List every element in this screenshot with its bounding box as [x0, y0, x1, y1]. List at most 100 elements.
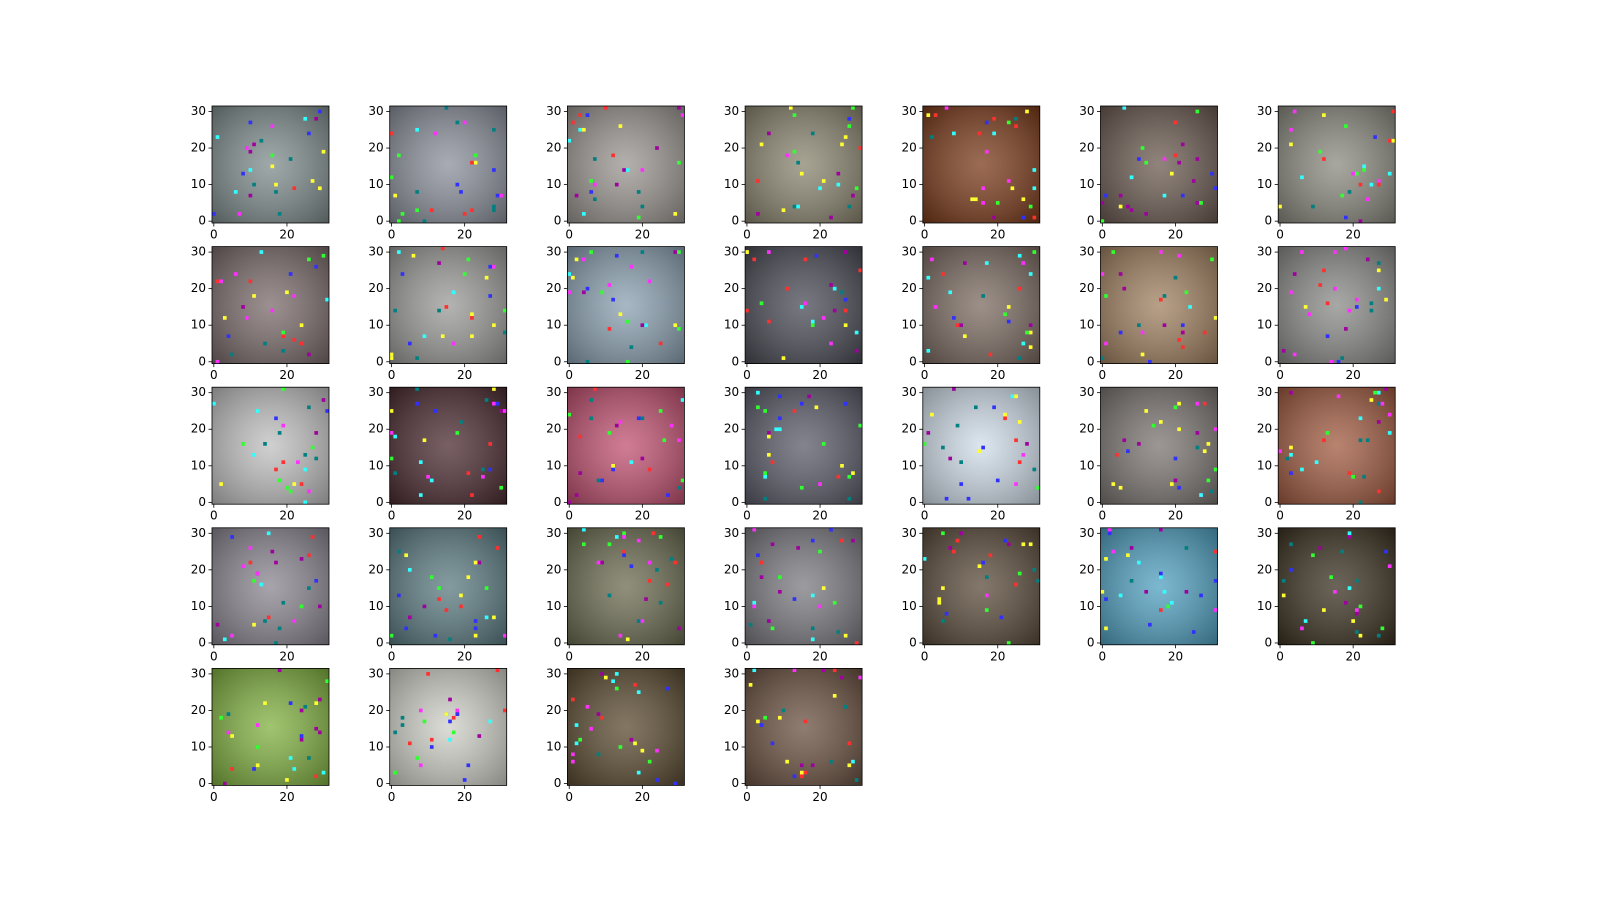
noise-pixel [400, 212, 405, 216]
noise-pixel [1014, 124, 1018, 128]
noise-pixel [933, 305, 938, 309]
noise-pixel [585, 113, 590, 117]
noise-pixel [843, 401, 848, 406]
noise-pixel [952, 316, 956, 320]
noise-pixel [756, 719, 760, 724]
noise-pixel [778, 715, 782, 720]
noise-pixel [1213, 427, 1218, 432]
noise-pixel [255, 409, 260, 413]
y-tick-label: 20 [191, 422, 206, 436]
noise-pixel [325, 679, 329, 684]
noise-pixel [992, 116, 996, 121]
axes-frame [389, 105, 508, 224]
axes-frame [567, 668, 685, 786]
noise-pixel [1003, 312, 1007, 317]
noise-pixel [1303, 305, 1308, 309]
noise-pixel [807, 394, 811, 399]
image-panel: 0 10 20 30 0 20 [546, 104, 685, 242]
noise-pixel [495, 193, 500, 198]
noise-pixel [418, 763, 423, 768]
noise-pixel [803, 257, 808, 262]
y-tick-label: 10 [368, 458, 383, 472]
noise-pixel [252, 142, 256, 147]
image-shade [567, 246, 685, 364]
noise-pixel [629, 264, 634, 269]
noise-pixel [977, 564, 982, 569]
noise-pixel [1010, 394, 1015, 399]
noise-pixel [1351, 474, 1355, 479]
noise-pixel [1391, 138, 1396, 143]
noise-pixel [1126, 204, 1130, 209]
noise-pixel [397, 219, 401, 223]
noise-pixel [614, 672, 619, 676]
noise-pixel [444, 305, 449, 309]
noise-pixel [1373, 390, 1377, 395]
y-tick-label: 30 [902, 245, 917, 259]
noise-pixel [470, 316, 474, 320]
y-tick-label: 0 [554, 776, 562, 790]
noise-pixel [818, 604, 822, 609]
noise-pixel [756, 179, 760, 183]
axes-frame [922, 386, 1041, 505]
noise-pixel [618, 633, 623, 638]
noise-pixel [792, 113, 797, 117]
noise-pixel [230, 767, 234, 771]
noise-pixel [821, 586, 826, 590]
x-tick-label: 0 [1099, 368, 1107, 382]
noise-pixel [763, 715, 768, 720]
noise-pixel [488, 442, 493, 446]
y-tick-label: 10 [546, 740, 561, 754]
noise-pixel [230, 352, 234, 357]
noise-pixel [233, 190, 238, 194]
image-shade [212, 246, 329, 364]
y-tick-label: 20 [546, 141, 561, 155]
noise-pixel [495, 401, 500, 406]
x-tick-label: 20 [990, 368, 1005, 382]
noise-pixel [288, 157, 293, 161]
y-tick-label: 10 [546, 599, 561, 613]
noise-pixel [1300, 626, 1304, 631]
image-panel: 0 10 20 30 0 20 [724, 385, 863, 523]
noise-pixel [314, 456, 319, 461]
noise-pixel [1162, 294, 1167, 298]
x-tick-label: 20 [457, 228, 472, 242]
x-tick-label: 0 [743, 790, 751, 804]
noise-pixel [926, 431, 931, 435]
noise-pixel [803, 301, 808, 306]
noise-pixel [1111, 549, 1116, 554]
noise-pixel [752, 668, 757, 673]
noise-pixel [1358, 500, 1363, 505]
noise-pixel [992, 405, 996, 410]
noise-pixel [788, 106, 793, 110]
y-tick-label: 30 [191, 104, 206, 118]
noise-pixel [455, 182, 460, 187]
noise-pixel [647, 467, 652, 472]
noise-pixel [759, 723, 764, 727]
noise-pixel [941, 445, 945, 450]
y-tick-label: 20 [724, 281, 739, 295]
noise-pixel [1126, 553, 1130, 558]
noise-pixel [600, 478, 604, 483]
noise-pixel [274, 467, 278, 472]
y-tick-label: 20 [1257, 141, 1272, 155]
noise-pixel [1387, 171, 1392, 176]
noise-pixel [1036, 485, 1040, 490]
noise-pixel [492, 615, 496, 620]
noise-pixel [307, 489, 311, 494]
noise-pixel [499, 193, 504, 198]
noise-pixel [814, 405, 819, 410]
noise-pixel [299, 734, 304, 738]
noise-pixel [1384, 297, 1388, 302]
noise-pixel [611, 297, 615, 302]
x-tick-label: 0 [1276, 509, 1284, 523]
noise-pixel [422, 219, 427, 223]
y-tick-label: 30 [191, 666, 206, 680]
noise-pixel [585, 286, 590, 291]
noise-pixel [981, 201, 985, 205]
noise-pixel [299, 557, 304, 561]
noise-pixel [1014, 438, 1018, 443]
noise-pixel [318, 604, 322, 609]
y-tick-label: 0 [198, 495, 206, 509]
x-tick-label: 20 [279, 790, 294, 804]
noise-pixel [658, 535, 663, 539]
